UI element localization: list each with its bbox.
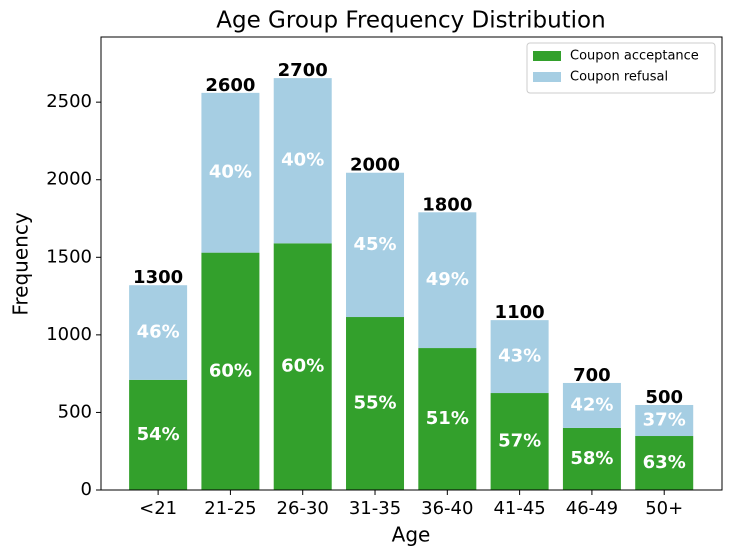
bar-segment [201, 252, 260, 490]
bar-segment [490, 393, 549, 490]
x-tick-label: 36-40 [421, 498, 473, 519]
percent-label: 57% [498, 431, 541, 452]
y-tick-label: 2000 [46, 169, 92, 190]
chart-title: Age Group Frequency Distribution [216, 8, 605, 34]
legend-label: Coupon refusal [570, 70, 668, 85]
bar-segment [418, 348, 477, 490]
percent-label: 46% [137, 322, 180, 343]
bar-segment [273, 243, 332, 490]
percent-label: 60% [209, 360, 252, 381]
bar-segment [129, 379, 188, 490]
total-label: 2600 [205, 75, 255, 96]
bar-segment [635, 404, 694, 437]
y-tick-label: 500 [58, 401, 92, 422]
x-tick-label: 50+ [645, 498, 683, 519]
bar-segment [346, 172, 405, 318]
bar-segment [129, 285, 188, 380]
x-tick-label: 46-49 [566, 498, 618, 519]
bar-segment [273, 78, 332, 244]
total-label: 2000 [350, 155, 400, 176]
y-tick-label: 1000 [46, 324, 92, 345]
y-tick-label: 1500 [46, 246, 92, 267]
percent-label: 58% [570, 448, 613, 469]
plot-frame [100, 36, 723, 491]
legend-swatch [533, 51, 561, 61]
bar-segment [490, 320, 549, 394]
legend-label: Coupon acceptance [570, 49, 699, 64]
x-tick-label: <21 [139, 498, 177, 519]
legend-box [526, 42, 716, 94]
total-label: 700 [573, 365, 611, 386]
total-label: 500 [645, 387, 683, 408]
percent-label: 49% [426, 269, 469, 290]
bar-segment [346, 317, 405, 490]
x-tick-label: 41-45 [493, 498, 545, 519]
x-tick-label: 21-25 [204, 498, 256, 519]
x-tick-label: 26-30 [277, 498, 329, 519]
y-tick-label: 2500 [46, 91, 92, 112]
total-label: 1100 [495, 302, 545, 323]
bar-segment [201, 92, 260, 253]
bar-segment [418, 212, 477, 349]
percent-label: 60% [281, 356, 324, 377]
x-tick-label: 31-35 [349, 498, 401, 519]
bar-segment [635, 436, 694, 490]
percent-label: 37% [643, 409, 686, 430]
percent-label: 55% [353, 393, 396, 414]
percent-label: 40% [281, 150, 324, 171]
total-label: 1800 [422, 194, 472, 215]
percent-label: 43% [498, 346, 541, 367]
percent-label: 42% [570, 394, 613, 415]
total-label: 2700 [278, 60, 328, 81]
legend-swatch [533, 72, 561, 82]
percent-label: 54% [137, 424, 180, 445]
bar-segment [562, 427, 621, 490]
percent-label: 45% [353, 234, 396, 255]
x-axis-label: Age [392, 523, 431, 547]
bar-segment [562, 382, 621, 428]
y-axis-label: Frequency [9, 212, 33, 315]
percent-label: 63% [643, 452, 686, 473]
percent-label: 51% [426, 408, 469, 429]
y-tick-label: 0 [81, 479, 92, 500]
total-label: 1300 [133, 267, 183, 288]
percent-label: 40% [209, 162, 252, 183]
